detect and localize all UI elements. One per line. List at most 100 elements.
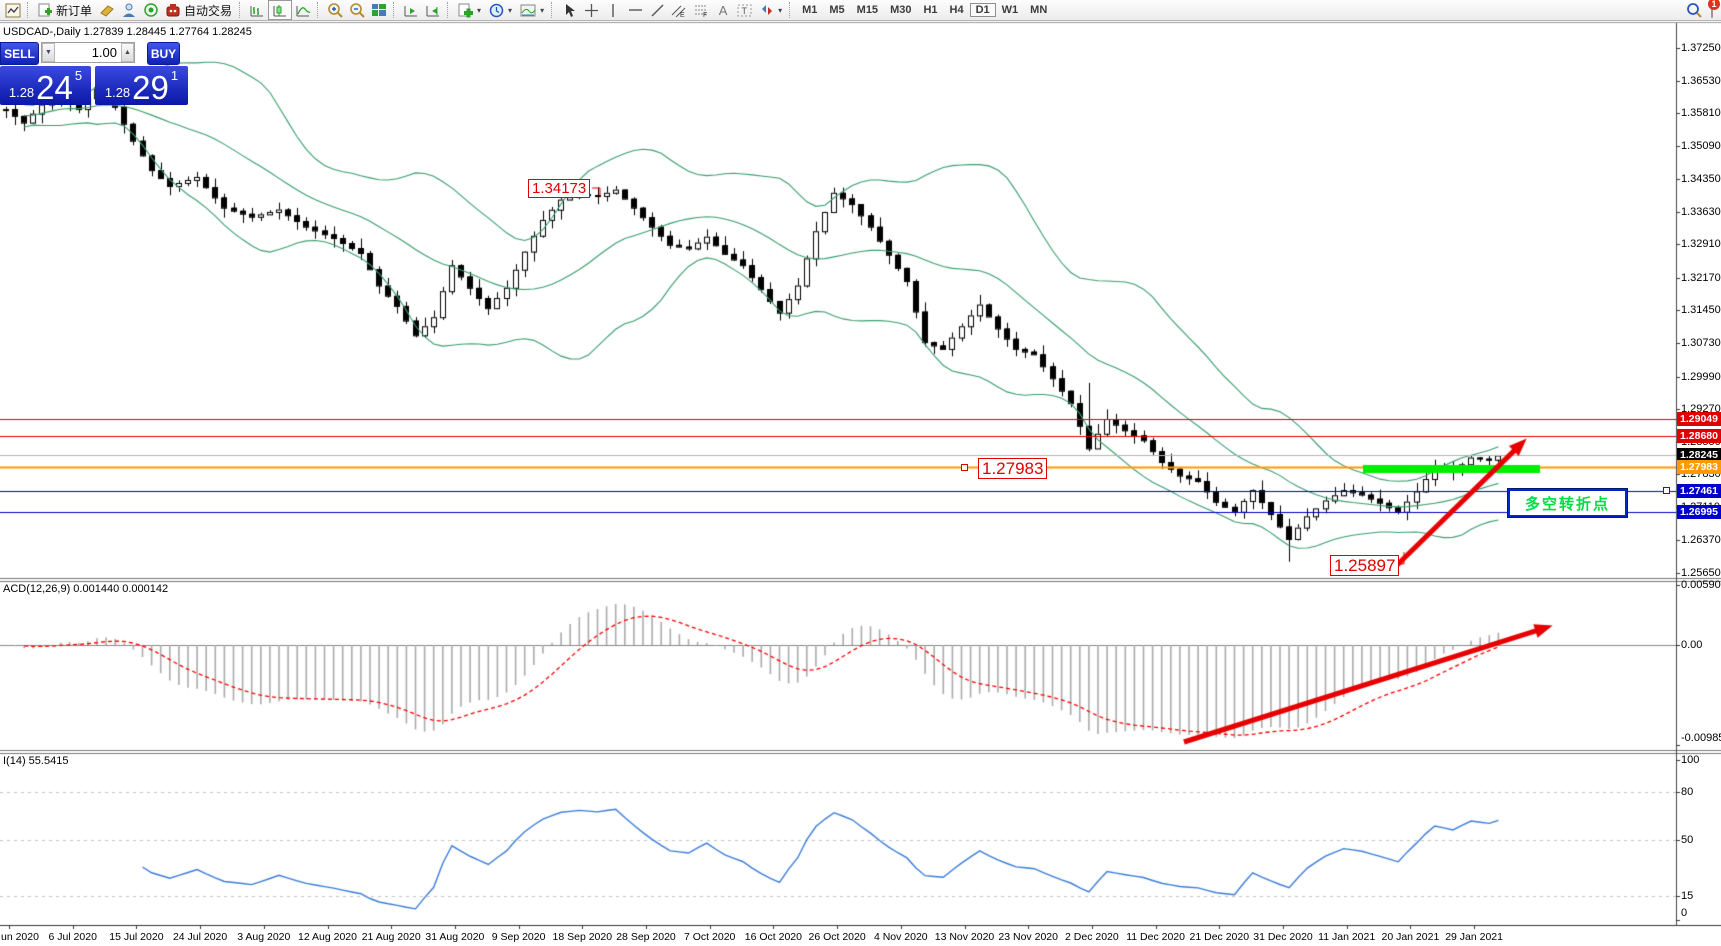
timeframe-h4[interactable]: H4 xyxy=(949,4,964,16)
chevron-down-icon: ▾ xyxy=(508,5,513,15)
timeframe-d1[interactable]: D1 xyxy=(969,3,996,17)
price-axis-tick: 1.37250 xyxy=(1681,42,1721,54)
date-axis-label: 6 Jul 2020 xyxy=(48,931,97,943)
date-axis-label: 11 Dec 2020 xyxy=(1126,931,1185,943)
symbol-quote-line: USDCAD-,Daily 1.27839 1.28445 1.27764 1.… xyxy=(3,26,252,38)
timeframe-h1[interactable]: H1 xyxy=(923,4,938,16)
date-axis-label: 31 Aug 2020 xyxy=(425,931,485,943)
vertical-line-icon[interactable] xyxy=(602,1,624,19)
text-label-icon[interactable]: T xyxy=(734,1,756,19)
cursor-icon[interactable] xyxy=(558,1,580,19)
volume-increase-icon[interactable]: ▲ xyxy=(121,43,134,62)
clock-icon xyxy=(489,3,504,17)
chart-window-icon[interactable] xyxy=(2,1,24,19)
date-axis-label: 18 Sep 2020 xyxy=(552,931,613,943)
zoom-out-icon[interactable] xyxy=(346,1,368,19)
macd-axis-tick: 0.00 xyxy=(1681,639,1703,651)
swing-high-callout[interactable]: 1.34173 xyxy=(528,179,591,198)
message-icon xyxy=(1711,2,1713,18)
price-axis-tick: 1.25650 xyxy=(1681,566,1721,579)
signal-icon[interactable] xyxy=(140,1,162,19)
broom-icon[interactable] xyxy=(96,1,118,19)
price-axis-tick: 1.35090 xyxy=(1681,139,1721,152)
date-axis-label: 23 Nov 2020 xyxy=(998,931,1058,943)
timeframe-m5[interactable]: M5 xyxy=(829,4,845,16)
candlestick-chart-icon[interactable] xyxy=(268,0,293,20)
timeframe-w1[interactable]: W1 xyxy=(1001,4,1019,16)
equidistant-channel-icon[interactable]: E xyxy=(668,1,690,19)
chart-shift-icon[interactable] xyxy=(400,1,422,19)
line-chart-icon[interactable] xyxy=(292,1,314,19)
buy-price-tile[interactable]: 1.28 29 1 xyxy=(95,66,188,105)
timeframe-m1[interactable]: M1 xyxy=(802,4,818,16)
date-axis-label: 31 Dec 2020 xyxy=(1253,931,1313,943)
date-axis-label: 7 Oct 2020 xyxy=(684,931,736,943)
buy-button[interactable]: BUY xyxy=(147,42,180,65)
volume-stepper[interactable]: ▼ ▲ xyxy=(41,42,135,63)
rsi-axis-tick: 100 xyxy=(1681,754,1700,766)
support-callout[interactable]: 1.27983 xyxy=(978,458,1048,479)
swing-low-callout[interactable]: 1.25897 xyxy=(1330,555,1400,576)
auto-scroll-icon[interactable] xyxy=(422,1,444,19)
price-axis-tick: 1.32170 xyxy=(1681,271,1721,284)
price-axis-tick: 1.36530 xyxy=(1681,74,1721,87)
macd-label: ACD(12,26,9) 0.001440 0.000142 xyxy=(3,583,169,595)
periods-button[interactable]: ▾ xyxy=(485,1,516,19)
price-badge: 1.27983 xyxy=(1677,460,1721,475)
bar-chart-icon[interactable] xyxy=(246,1,268,19)
new-order-button[interactable]: 新订单 xyxy=(34,1,96,19)
date-axis-label: 21 Aug 2020 xyxy=(361,931,421,943)
indicators-button[interactable]: ▾ xyxy=(454,1,485,19)
date-axis-label: 13 Nov 2020 xyxy=(934,931,995,943)
rsi-axis-tick: 80 xyxy=(1681,786,1694,798)
trader-icon[interactable] xyxy=(118,1,140,19)
sell-price-sup: 5 xyxy=(74,68,83,83)
timeframe-m30[interactable]: M30 xyxy=(890,4,912,16)
date-axis-label: 12 Aug 2020 xyxy=(298,931,357,943)
sell-price-tile[interactable]: 1.28 24 5 xyxy=(0,66,91,105)
svg-text:T: T xyxy=(742,6,748,16)
notifications-button[interactable]: 1 xyxy=(1708,0,1720,18)
buy-price-prefix: 1.28 xyxy=(104,85,131,100)
date-axis-label: 3 Aug 2020 xyxy=(237,931,291,943)
price-axis-tick: 1.33630 xyxy=(1681,205,1721,218)
line-handle[interactable] xyxy=(961,464,968,471)
line-handle[interactable] xyxy=(1663,487,1670,494)
tile-windows-icon[interactable] xyxy=(368,1,390,19)
timeframe-m15[interactable]: M15 xyxy=(856,4,879,16)
date-axis-label: 24 Jul 2020 xyxy=(172,931,228,943)
buy-price-sup: 1 xyxy=(170,68,179,83)
price-axis-tick: 1.31450 xyxy=(1681,304,1721,317)
templates-button[interactable]: ▾ xyxy=(516,1,548,19)
horizontal-line-icon[interactable] xyxy=(624,1,646,19)
crosshair-icon[interactable] xyxy=(580,1,602,19)
price-axis-tick: 1.30730 xyxy=(1681,337,1721,350)
autotrading-button[interactable]: 自动交易 xyxy=(162,1,236,19)
rsi-axis-tick: 15 xyxy=(1681,890,1694,902)
search-icon[interactable] xyxy=(1683,1,1705,19)
fibonacci-icon[interactable]: F xyxy=(690,1,712,19)
date-axis-label: 4 Nov 2020 xyxy=(873,931,928,943)
price-axis-tick: 1.34350 xyxy=(1681,173,1721,186)
timeframe-mn[interactable]: MN xyxy=(1030,4,1048,16)
price-badge: 1.29049 xyxy=(1677,412,1721,427)
date-axis-label: 9 Sep 2020 xyxy=(491,931,546,943)
text-icon[interactable]: A xyxy=(718,2,728,18)
arrows-button[interactable]: ▾ xyxy=(756,1,786,19)
price-axis-tick: 1.32910 xyxy=(1681,238,1721,251)
zoom-in-icon[interactable] xyxy=(324,1,346,19)
volume-input[interactable] xyxy=(55,44,121,61)
date-axis-label: 29 Jan 2021 xyxy=(1445,931,1503,943)
date-axis-label: 16 Oct 2020 xyxy=(744,931,802,943)
volume-decrease-icon[interactable]: ▼ xyxy=(42,43,55,62)
date-axis-label: 2 Dec 2020 xyxy=(1065,931,1119,943)
template-icon xyxy=(520,4,536,16)
chevron-down-icon: ▾ xyxy=(477,5,482,15)
sell-button[interactable]: SELL xyxy=(0,42,39,65)
rsi-axis-tick: 50 xyxy=(1681,834,1694,846)
turning-point-label[interactable]: 多空转折点 xyxy=(1507,488,1628,518)
trendline-icon[interactable] xyxy=(646,1,668,19)
buy-price-big: 29 xyxy=(132,69,169,106)
